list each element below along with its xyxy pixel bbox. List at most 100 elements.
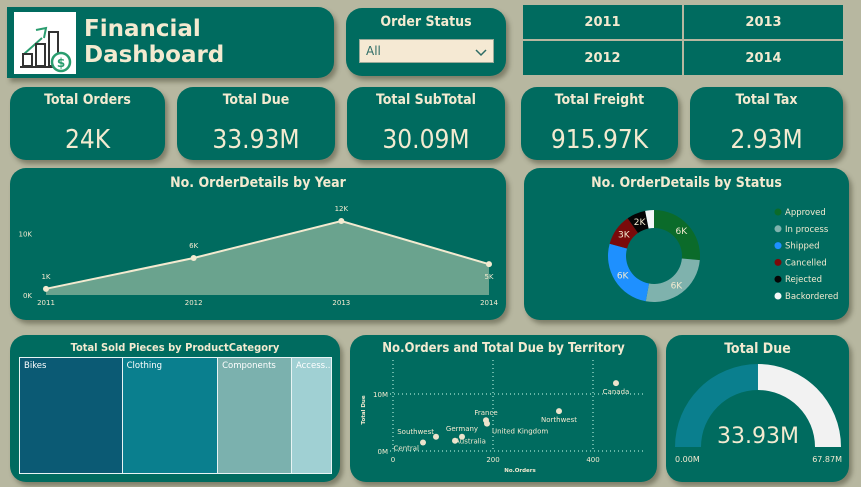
point-label: Northwest <box>541 416 577 424</box>
year-2012[interactable]: 2012 <box>523 41 682 75</box>
year-2011[interactable]: 2011 <box>523 5 682 39</box>
scatter-point <box>484 420 490 427</box>
legend-marker <box>774 242 782 250</box>
y-tick-label: 0M <box>378 448 389 456</box>
data-label: 12K <box>335 205 349 213</box>
kpi-label: Total Tax <box>735 92 798 108</box>
tile-label: Clothing <box>126 361 162 371</box>
legend-item: Rejected <box>785 275 822 285</box>
svg-text:$: $ <box>57 56 65 70</box>
treemap-tile[interactable]: Access... <box>290 358 331 473</box>
data-point <box>190 255 197 261</box>
donut-slice-in-process <box>645 258 700 302</box>
legend-marker <box>774 258 782 266</box>
slice-label: 3K <box>618 231 631 241</box>
point-label: Canada <box>603 388 630 396</box>
treemap-tile[interactable]: Clothing <box>121 358 218 473</box>
point-label: United Kingdom <box>492 428 548 436</box>
tile-label: Components <box>222 361 276 371</box>
donut-slice-cancelled <box>609 218 638 249</box>
series-line <box>45 219 490 290</box>
kpi-total-orders: Total Orders 24K <box>10 87 165 160</box>
point-label: Central <box>394 444 420 452</box>
slice-label: 6K <box>671 281 684 291</box>
gauge-max-label: 67.87M <box>812 455 842 464</box>
chart-title: No. OrderDetails by Year <box>170 175 346 191</box>
y-tick-label: 0K <box>23 292 32 300</box>
scatter-point <box>556 408 562 415</box>
y-tick-label: 10K <box>19 230 33 238</box>
kpi-value: 2.93M <box>730 125 803 155</box>
point-label: Germany <box>446 425 478 433</box>
year-2013[interactable]: 2013 <box>684 5 843 39</box>
orderdetails-by-status-chart: No. OrderDetails by Status 6K Approved 6K I… <box>524 168 849 320</box>
chart-title: No.Orders and Total Due by Territory <box>382 341 625 356</box>
legend-marker <box>774 225 782 233</box>
x-tick-label: 2014 <box>480 299 498 307</box>
gauge-value-arc <box>675 364 758 447</box>
donut-slice-rejected <box>627 210 649 234</box>
x-tick-label: 2011 <box>37 299 55 307</box>
scatter-point <box>613 380 619 387</box>
chart-title: Total Sold Pieces by ProductCategory <box>70 341 280 354</box>
slicer-label: Order Status <box>380 14 472 30</box>
chart-title: No. OrderDetails by Status <box>591 175 782 191</box>
data-label: 1K <box>41 273 50 281</box>
total-due-gauge: Total Due 33.93M 0.00M 67.87M <box>666 335 849 482</box>
y-axis-label: Total Due <box>361 395 367 424</box>
x-tick-label: 0 <box>391 456 395 464</box>
scatter-point <box>420 439 426 446</box>
legend-item: In process <box>785 225 829 235</box>
x-tick-label: 2012 <box>185 299 203 307</box>
donut-slice-shipped <box>608 243 649 302</box>
data-label: 5K <box>484 273 493 281</box>
x-tick-label: 200 <box>486 456 499 464</box>
gauge-remaining-arc <box>757 364 841 447</box>
logo: $ <box>14 12 76 74</box>
data-point <box>338 218 345 224</box>
order-status-slicer: Order Status All <box>346 8 506 76</box>
treemap-tile[interactable]: Bikes <box>20 358 122 473</box>
gauge-value: 33.93M <box>717 424 799 449</box>
slice-label: 6K <box>675 227 688 237</box>
legend-item: Cancelled <box>785 258 827 268</box>
kpi-total-due: Total Due 33.93M <box>177 87 335 160</box>
kpi-value: 30.09M <box>382 125 470 155</box>
slice-label: 6K <box>617 272 630 282</box>
data-point <box>43 285 49 292</box>
kpi-value: 915.97K <box>550 125 649 155</box>
tile-label: Bikes <box>24 361 47 371</box>
point-label: Australia <box>455 438 486 446</box>
chart-growth-dollar-icon: $ <box>20 26 72 73</box>
legend-marker <box>774 292 782 300</box>
sold-pieces-treemap: Total Sold Pieces by ProductCategory Bik… <box>10 335 340 482</box>
legend-marker <box>774 208 782 216</box>
kpi-label: Total SubTotal <box>376 92 476 108</box>
year-slicer: 2011 2013 2012 2014 <box>523 5 843 75</box>
y-tick-label: 10M <box>373 391 388 399</box>
data-label: 6K <box>189 242 198 250</box>
order-status-dropdown[interactable]: All <box>359 39 494 63</box>
kpi-label: Total Freight <box>554 92 645 108</box>
x-axis-label: No.Orders <box>504 468 536 474</box>
chart-title: Total Due <box>724 341 791 357</box>
page-title: Financial Dashboard <box>84 16 225 68</box>
scatter-point <box>433 433 439 440</box>
year-2014[interactable]: 2014 <box>684 41 843 75</box>
kpi-value: 24K <box>64 125 111 155</box>
legend-item: Shipped <box>785 242 820 252</box>
treemap-tile[interactable]: Components <box>217 358 291 473</box>
tile-label: Access... <box>295 361 331 371</box>
kpi-total-tax: Total Tax 2.93M <box>690 87 843 160</box>
point-label: France <box>474 409 497 417</box>
territory-scatter-chart: No.Orders and Total Due by Territory 0 20… <box>350 335 657 482</box>
legend-marker <box>774 275 782 283</box>
donut-slice-approved <box>654 210 700 261</box>
kpi-label: Total Orders <box>44 92 131 108</box>
scatter-point <box>452 437 458 444</box>
slice-label: 2K <box>634 218 647 228</box>
x-tick-label: 400 <box>586 456 599 464</box>
chevron-down-icon <box>475 42 487 61</box>
gauge-min-label: 0.00M <box>675 455 700 464</box>
kpi-label: Total Due <box>222 92 290 108</box>
